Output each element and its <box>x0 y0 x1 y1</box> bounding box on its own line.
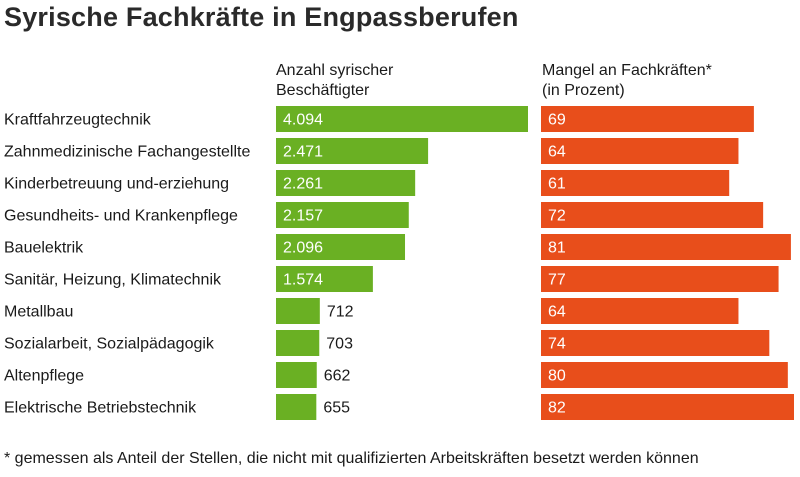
category-label: Kinderbetreuung und-erziehung <box>4 176 229 193</box>
footnote: * gemessen als Anteil der Stellen, die n… <box>4 450 699 467</box>
chart-title: Syrische Fachkräfte in Engpassberufen <box>4 2 519 32</box>
category-label: Metallbau <box>4 304 73 321</box>
left-bar <box>276 362 317 388</box>
left-bar <box>276 330 320 356</box>
right-bar <box>541 298 739 324</box>
left-bar-value-label: 1.574 <box>283 272 323 289</box>
right-bar <box>541 106 754 132</box>
category-label: Bauelektrik <box>4 240 84 257</box>
right-bar-value-label: 64 <box>548 304 566 321</box>
left-series-header-line-1: Anzahl syrischer <box>276 62 394 79</box>
left-bar-value-label: 4.094 <box>283 112 323 129</box>
left-bar <box>276 234 406 260</box>
right-bar-value-label: 82 <box>548 400 566 417</box>
left-bar-value-label: 2.157 <box>283 208 323 225</box>
right-bar-value-label: 77 <box>548 272 566 289</box>
right-series-header-line-2: (in Prozent) <box>542 82 625 99</box>
right-bar <box>541 362 788 388</box>
category-label: Elektrische Betriebstechnik <box>4 400 197 417</box>
right-bar-value-label: 64 <box>548 144 566 161</box>
right-bar-value-label: 72 <box>548 208 566 225</box>
left-bar-value-label: 655 <box>323 400 350 417</box>
right-bar-value-label: 61 <box>548 176 566 193</box>
right-bar-value-label: 69 <box>548 112 566 129</box>
category-label: Altenpflege <box>4 368 84 385</box>
left-bar-value-label: 662 <box>324 368 351 385</box>
category-label: Kraftfahrzeugtechnik <box>4 112 152 129</box>
right-bar <box>541 234 791 260</box>
left-bar <box>276 202 409 228</box>
right-bar <box>541 138 739 164</box>
left-bar-value-label: 703 <box>326 336 353 353</box>
left-bar-value-label: 712 <box>327 304 354 321</box>
left-bar-value-label: 2.096 <box>283 240 323 257</box>
category-label: Sozialarbeit, Sozialpädagogik <box>4 336 215 353</box>
category-label: Sanitär, Heizung, Klimatechnik <box>4 272 222 289</box>
left-bar <box>276 298 320 324</box>
right-series-header: Mangel an Fachkräften* (in Prozent) <box>542 61 712 101</box>
right-bar <box>541 394 794 420</box>
left-bar <box>276 170 416 196</box>
category-label: Zahnmedizinische Fachangestellte <box>4 144 250 161</box>
left-bar-value-label: 2.261 <box>283 176 323 193</box>
left-series-header-line-2: Beschäftigter <box>276 82 370 99</box>
left-bar <box>276 394 317 420</box>
left-bar-value-label: 2.471 <box>283 144 323 161</box>
left-bar <box>276 138 429 164</box>
right-bar <box>541 170 730 196</box>
left-series-header: Anzahl syrischer Beschäftigter <box>276 61 393 101</box>
right-bar <box>541 202 764 228</box>
right-bar-value-label: 74 <box>548 336 566 353</box>
left-bar <box>276 266 373 292</box>
right-bar <box>541 266 779 292</box>
right-bar-value-label: 81 <box>548 240 566 257</box>
category-label: Gesundheits- und Krankenpflege <box>4 208 238 225</box>
right-bar <box>541 330 770 356</box>
left-bar <box>276 106 528 132</box>
right-series-header-line-1: Mangel an Fachkräften* <box>542 62 712 79</box>
right-bar-value-label: 80 <box>548 368 566 385</box>
